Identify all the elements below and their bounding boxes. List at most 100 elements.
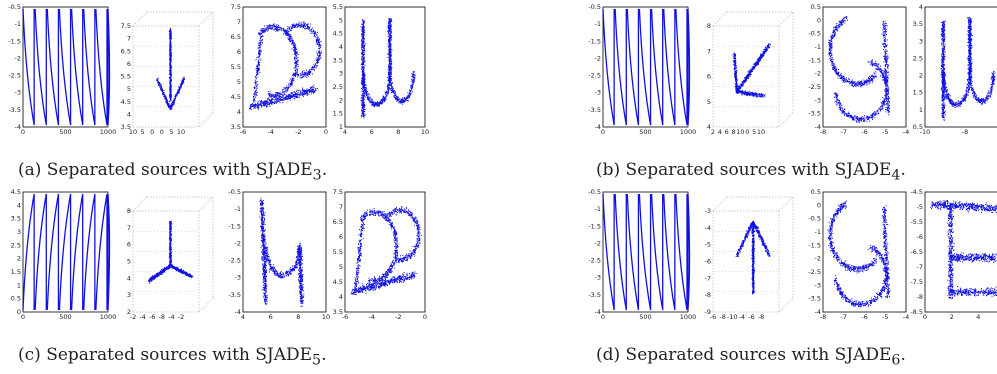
panel-c-plot-4-ytick: 4 [339,293,343,301]
panel-d-plot-1-ytick: -2 [595,239,601,247]
panel-a-plot-4-xtick: 4 [343,128,347,136]
panel-a-plot-4: 5.554.543.532.521.514 6 8 10 [333,3,429,136]
panel-b-plot-4-ytick: 0.5 [913,123,923,131]
panel-c-plot-2-xtick: -4 [139,313,145,321]
panel-a-plot-4-ytick: 2 [339,96,343,104]
panel-b-plot-4-xtick: -8 [962,128,968,136]
panel-c-plot-2-xtick: -2 [178,313,184,321]
panel-c-plot-2-box-edge [198,196,214,212]
caption-c-end: . [321,345,327,365]
panel-d-plot-4-ytick: -5 [917,203,923,211]
panel-a-plot-2-ytick: 4 [127,110,131,118]
panel-a-plot-2-xtick: 5 [141,128,145,136]
panel-d-plot-4-ytick: -5.5 [910,218,923,226]
panel-b-plot-1: -0.5 -1 -1.5 -2 -2.5 -3 -3.5 -40 500 1000 [588,3,696,136]
panel-a-plot-3-ytick: 5.5 [231,63,241,71]
panel-c-plot-1-signal [22,193,111,311]
panel-d-plot-2: -3-4-5-6-7-8-9-6 -8 -10 -4 -6 -8 [705,196,794,321]
panel-b-plot-3-xtick: -4 [903,128,909,136]
panel-a-plot-2-ytick: 3.5 [121,123,131,131]
panel-a-plot-2-box-edge [198,11,214,27]
panel-d-plot-2-xtick: -10 [727,313,738,321]
panel-d-plot-2-ytick: -6 [705,258,711,266]
panel-a-plot-4-ytick: 1.5 [333,110,343,118]
panel-a-plot-3-xtick: -4 [267,128,273,136]
panel-c-plot-4-ytick: 4.5 [333,278,343,286]
panel-c-plot-4-ytick: 7 [339,203,343,211]
panel-a-plot-1-xtick: 0 [21,128,25,136]
panel-d-plot-1-signal [602,193,691,311]
caption-c-text: (c) Separated sources with SJADE [18,345,313,365]
panel-c-plot-4-ytick: 3.5 [333,308,343,316]
panel-a-plot-1-ytick: -3 [15,89,21,97]
panel-b-plot-1-xtick: 1000 [680,128,697,136]
panel-d-plot-3-points [827,200,891,308]
panel-d-plot-3-ytick: -1.5 [808,241,821,249]
panel-b-plot-3-xtick: -5 [882,128,888,136]
panel-c-plot-4-ytick: 6 [339,233,343,241]
panel-a-plot-4-ytick: 2.5 [333,83,343,91]
panel-d-plot-2-xtick: -8 [719,313,725,321]
panel-a-plot-4-xtick: 10 [421,128,429,136]
panel-a-plot-2-ytick: 7.5 [121,22,131,30]
panel-d-plot-1-ytick: -1 [595,205,601,213]
panel-c-plot-4-ytick: 5.5 [333,248,343,256]
panel-d-plot-4-ytick: -4.5 [910,188,923,196]
panel-c-plot-4-frame [344,191,426,313]
panel-c-plot-2-ytick: 7 [127,224,131,232]
panel-a-plot-1-ytick: -2.5 [8,72,21,80]
panel-b-plot-1-signal [602,8,691,126]
panel-a-plot-2-ytick: 5 [127,85,131,93]
panel-c-plot-1-ytick: 2.5 [11,241,21,249]
panel-b-plot-3-ytick: -3.5 [808,110,821,118]
panel-b-plot-4-ytick: 2.5 [913,54,923,62]
panel-c-plot-1-xtick: 500 [59,313,71,321]
panel-d-plot-4-ytick: -8.5 [910,308,923,316]
panel-a-plot-1-ytick: -2 [15,54,21,62]
panel-b-plot-2-xtick: 6 [725,128,729,136]
panel-c-plot-3-points [259,197,305,307]
caption-a: (a) Separated sources with SJADE3. [18,160,327,183]
panel-c-plot-1-xtick: 1000 [100,313,117,321]
panel-d-plot-4-ytick: -6 [917,233,923,241]
panel-d-plot-2-ytick: -4 [705,224,711,232]
panel-a-plot-3-ytick: 4 [237,108,241,116]
panel-a-plot-4-ytick: 4 [339,43,343,51]
panel-d-plot-3-ytick: -0.5 [808,215,821,223]
panel-b-plot-4-ytick: 1.5 [913,89,923,97]
panel-b-plot-2-ytick: 6 [707,73,711,81]
panel-a-plot-4-xtick: 6 [370,128,374,136]
panel-b-plot-2-xtick: 8 [732,128,736,136]
panel-d-plot-2-box-edge [778,196,794,212]
panel-d: -0.5-1-1.5-2-2.5-3-3.5-40 500 1000-3-4-5-6… [588,188,997,321]
panel-c-plot-3-xtick: 4 [241,313,245,321]
panel-d-plot-2-ytick: -5 [705,241,711,249]
panel-b-plot-2-xtick: 4 [718,128,722,136]
panel-c-plot-3: -0.5 -1 -1.5 -2 -2.5 -3 -3.5 -44 6 8 10 [228,188,330,321]
panel-c-plot-3-ytick: -1.5 [228,222,241,230]
panel-d-plot-4-xtick: 0 [923,313,927,321]
panel-d-plot-3: 0.50-0.5-1-1.5-2-2.5-3-3.5-4-8 -7 -6 -5 -4 [808,188,909,321]
panel-a-plot-1-signal [22,8,111,126]
panel-b-plot-3-ytick: -1.5 [808,56,821,64]
panel-d-plot-1-frame [602,191,689,313]
panel-d-plot-3-ytick: -2.5 [808,268,821,276]
panel-d-plot-1-ytick: -4 [595,308,601,316]
panel-b-plot-4-ytick: 1 [919,106,923,114]
panel-c-plot-1-ytick: 4.5 [11,188,21,196]
panel-a-plot-3-ytick: 6 [237,48,241,56]
panel-b-plot-3-ytick: -2 [815,70,821,78]
panel-b-plot-1-ytick: -0.5 [588,3,601,11]
panel-d-plot-1-ytick: -2.5 [588,257,601,265]
panel-b-plot-2-points [732,43,771,98]
panel-d-plot-4-ytick: -7 [917,263,923,271]
panel-c-plot-1-ytick: 3.5 [11,215,21,223]
panel-a-plot-2-xtick: 5 [169,128,173,136]
panel-d-plot-3-xtick: -4 [903,313,909,321]
panel-b-plot-1-ytick: -3.5 [588,106,601,114]
panel-d-plot-2-xtick: -6 [710,313,716,321]
